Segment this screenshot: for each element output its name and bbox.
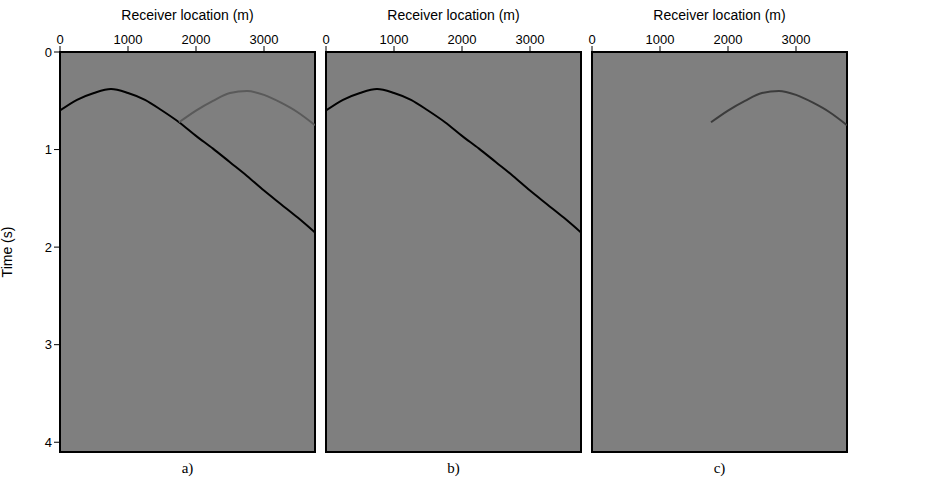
- svg-text:0: 0: [45, 45, 52, 60]
- html-text:c): c): [713, 460, 726, 476]
- svg-text:1: 1: [45, 142, 52, 157]
- svg-text:2: 2: [45, 240, 52, 255]
- svg-text:3000: 3000: [250, 32, 279, 47]
- svg-text:1000: 1000: [114, 32, 143, 47]
- svg-text:3: 3: [45, 337, 52, 352]
- html-text:a): a): [181, 460, 194, 476]
- svg-text:1000: 1000: [646, 32, 675, 47]
- svg-text:3000: 3000: [516, 32, 545, 47]
- svg-text:Receiver location (m): Receiver location (m): [653, 7, 785, 23]
- svg-text:0: 0: [322, 32, 329, 47]
- svg-text:2000: 2000: [182, 32, 211, 47]
- svg-text:Time (s): Time (s): [0, 227, 15, 278]
- svg-text:Receiver location (m): Receiver location (m): [121, 7, 253, 23]
- svg-text:2000: 2000: [714, 32, 743, 47]
- svg-text:3000: 3000: [782, 32, 811, 47]
- html-text:b): b): [447, 460, 460, 476]
- svg-text:1000: 1000: [380, 32, 409, 47]
- svg-text:2000: 2000: [448, 32, 477, 47]
- svg-text:4: 4: [45, 435, 52, 450]
- svg-text:0: 0: [56, 32, 63, 47]
- svg-text:0: 0: [588, 32, 595, 47]
- svg-text:Receiver location (m): Receiver location (m): [387, 7, 519, 23]
